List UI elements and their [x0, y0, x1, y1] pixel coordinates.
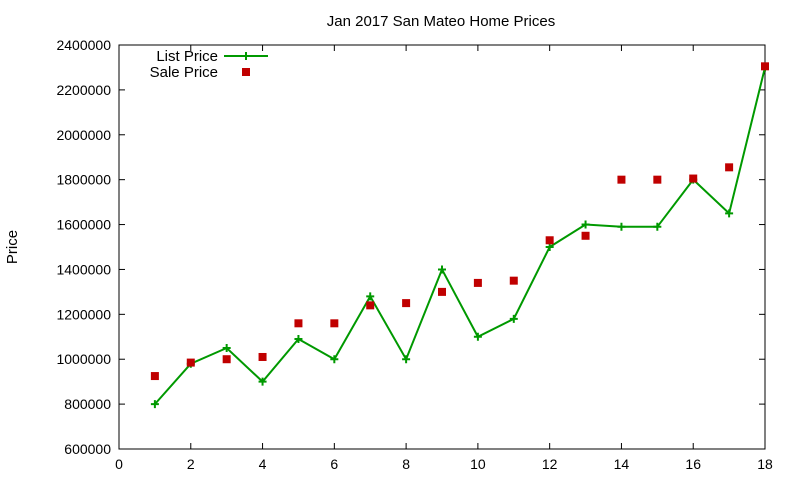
point-1-13	[617, 175, 626, 184]
chart-title: Jan 2017 San Mateo Home Prices	[327, 13, 555, 30]
point-1-6	[366, 301, 375, 310]
x-tick-label-1: 2	[187, 456, 195, 472]
point-0-3	[258, 377, 267, 386]
point-1-8	[438, 287, 446, 296]
x-tick-label-3: 6	[330, 456, 338, 472]
y-tick-label-6: 1800000	[56, 172, 111, 188]
point-0-8	[438, 265, 446, 274]
point-1-1	[186, 358, 195, 367]
point-0-7	[402, 355, 411, 364]
point-0-11	[545, 243, 554, 251]
plot-frame	[118, 44, 766, 450]
point-0-5	[330, 355, 339, 364]
point-0-10	[509, 314, 518, 323]
series-1	[150, 62, 769, 381]
x-tick-label-0: 0	[115, 456, 123, 472]
x-tick-label-5: 10	[470, 456, 486, 472]
legend-marker-0	[242, 52, 250, 60]
point-1-16	[725, 163, 734, 172]
y-axis-label: Price	[4, 230, 21, 264]
x-tick-label-4: 8	[402, 456, 410, 472]
y-tick-label-2: 1000000	[56, 351, 111, 367]
point-1-10	[509, 276, 518, 285]
axis-ticks: 0 2 4 6 8 10 12 14 16 18 600000 800000 1000000 120000…	[56, 37, 773, 472]
point-1-12	[581, 231, 590, 240]
point-0-6	[366, 292, 375, 301]
point-0-0	[150, 400, 159, 409]
point-0-16	[725, 209, 734, 218]
point-1-5	[330, 319, 339, 328]
point-1-14	[653, 175, 662, 184]
point-0-13	[617, 222, 626, 231]
series-line-0	[154, 67, 766, 405]
legend-label-0: List Price	[156, 48, 218, 65]
point-0-2	[222, 344, 231, 352]
series-0	[150, 63, 769, 409]
x-tick-label-8: 16	[685, 456, 701, 472]
y-tick-label-0: 600000	[64, 441, 111, 457]
point-1-11	[545, 236, 554, 245]
x-tick-label-6: 12	[542, 456, 558, 472]
legend-label-1: Sale Price	[150, 64, 218, 81]
point-1-2	[222, 355, 231, 364]
point-0-14	[653, 222, 662, 231]
y-tick-label-4: 1400000	[56, 261, 111, 277]
y-tick-label-9: 2400000	[56, 37, 111, 53]
x-tick-label-9: 18	[757, 456, 773, 472]
point-0-4	[294, 335, 303, 344]
point-0-9	[473, 332, 482, 341]
point-1-7	[402, 299, 411, 308]
legend-marker-1	[242, 68, 250, 76]
point-1-3	[258, 352, 267, 361]
x-tick-label-2: 4	[259, 456, 267, 472]
y-tick-label-3: 1200000	[56, 306, 111, 322]
y-tick-label-8: 2200000	[56, 82, 111, 98]
y-tick-label-1: 800000	[64, 396, 111, 412]
point-1-17	[761, 62, 769, 71]
point-1-15	[689, 174, 698, 183]
x-tick-label-7: 14	[614, 456, 630, 472]
point-0-12	[581, 220, 590, 229]
y-tick-label-7: 2000000	[56, 127, 111, 143]
y-tick-label-5: 1600000	[56, 217, 111, 233]
point-1-9	[473, 278, 482, 287]
point-1-4	[294, 319, 303, 328]
point-1-0	[150, 372, 159, 381]
series-layer	[150, 62, 769, 409]
